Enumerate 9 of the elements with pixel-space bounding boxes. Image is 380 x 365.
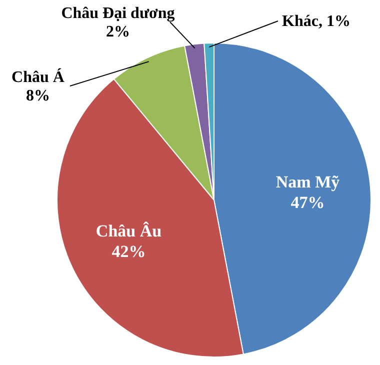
data-label: 47% (290, 193, 325, 212)
data-label: 2% (106, 23, 130, 40)
data-label: 8% (26, 87, 50, 104)
slice-label: Châu Âu (96, 222, 162, 241)
slice-label: Nam Mỹ (276, 172, 340, 192)
slice-label: Châu Á (12, 68, 65, 86)
slice-label: Châu Đại dương (61, 5, 175, 22)
data-label: 42% (112, 242, 146, 262)
slice-label: Khác, 1% (282, 13, 350, 30)
